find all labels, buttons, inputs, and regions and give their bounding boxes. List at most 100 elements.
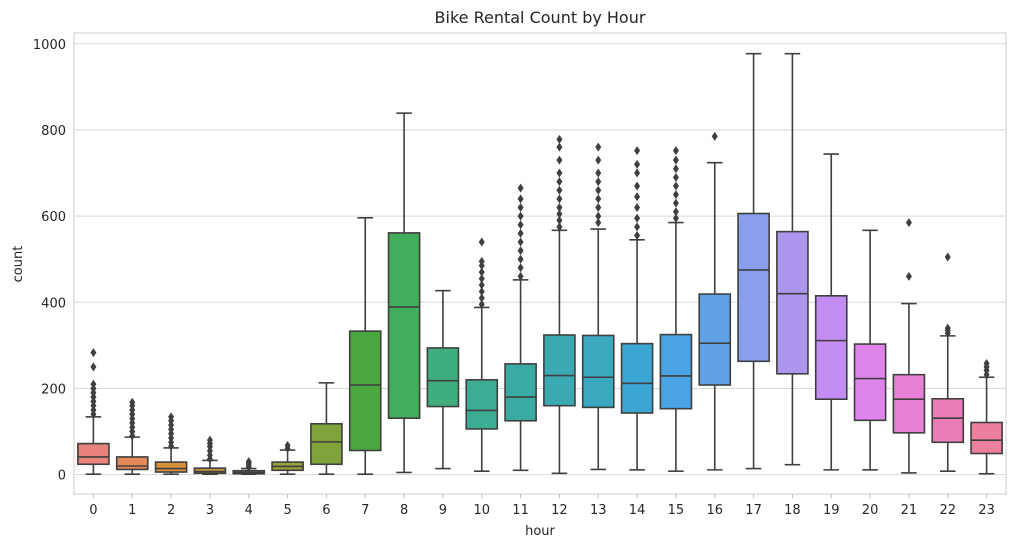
outlier-13-3: [595, 194, 602, 204]
box-body-12: [543, 334, 576, 407]
y-tick-labels: 0 200 400 600 800 1000: [33, 38, 66, 484]
outlier-11-3: [517, 246, 524, 256]
box-hour-10: [465, 237, 499, 472]
y-axis-label: count: [11, 246, 26, 283]
box-hour-11: [504, 183, 537, 472]
box-hour-14: [620, 146, 654, 471]
box-hour-20: [853, 229, 887, 471]
x-tick-label-2: 2: [167, 503, 175, 518]
outlier-13-2: [595, 202, 602, 212]
outlier-12-2: [556, 209, 563, 219]
box-hour-23: [970, 358, 1003, 475]
outlier-11-7: [517, 211, 524, 221]
outlier-15-3: [672, 190, 679, 200]
outlier-22-3: [944, 252, 951, 262]
outlier-11-2: [517, 254, 524, 264]
outlier-10-0: [478, 299, 485, 309]
x-tick-label-21: 21: [901, 503, 918, 518]
outlier-12-7: [556, 168, 563, 178]
y-tick-label-400: 400: [41, 296, 66, 311]
box-body-21: [892, 373, 926, 434]
outlier-15-0: [672, 213, 679, 223]
box-hour-18: [776, 52, 809, 466]
x-axis-label: hour: [525, 524, 555, 539]
box-body-7: [348, 330, 382, 452]
box-hour-9: [426, 289, 460, 470]
box-hour-22: [931, 252, 965, 472]
boxes: [77, 52, 1003, 475]
plot-area: [73, 32, 1007, 495]
outlier-1-8: [129, 397, 136, 407]
outlier-12-1: [556, 215, 563, 225]
box-body-11: [504, 363, 537, 422]
outlier-11-9: [517, 194, 524, 204]
box-hour-16: [698, 131, 732, 471]
box-body-3: [193, 467, 227, 475]
x-tick-label-14: 14: [629, 503, 646, 518]
x-tick-labels: 0 1 2 3 4 5 6 7 8 9 10 11 12 13 14 15 16 17 18 19 20 21 22 23: [89, 494, 995, 518]
box-body-20: [853, 343, 887, 422]
outlier-12-3: [556, 202, 563, 212]
box-hour-17: [737, 52, 770, 470]
box-body-6: [310, 422, 343, 466]
outlier-12-10: [556, 134, 563, 144]
outlier-14-6: [634, 168, 641, 178]
outlier-14-1: [634, 222, 641, 232]
outlier-12-6: [556, 177, 563, 187]
outlier-13-1: [595, 211, 602, 221]
box-body-1: [115, 456, 149, 471]
outlier-11-1: [517, 263, 524, 273]
box-hour-4: [232, 457, 266, 475]
outlier-13-8: [595, 142, 602, 152]
box-hour-3: [193, 435, 227, 475]
box-body-8: [387, 232, 421, 419]
outlier-11-6: [517, 220, 524, 230]
outlier-4-3: [245, 457, 252, 467]
box-body-10: [465, 379, 499, 430]
outlier-13-7: [595, 155, 602, 165]
outlier-5-1: [284, 440, 291, 450]
outlier-10-5: [478, 267, 485, 277]
outlier-0-9: [90, 348, 97, 358]
outlier-3-5: [206, 435, 213, 445]
outlier-10-8: [478, 237, 485, 247]
outlier-11-10: [517, 183, 524, 193]
outlier-12-4: [556, 194, 563, 204]
outlier-21-1: [905, 218, 912, 228]
outlier-15-1: [672, 207, 679, 217]
box-body-19: [814, 295, 848, 401]
box-hour-2: [154, 412, 188, 475]
outlier-13-0: [595, 218, 602, 228]
box-body-17: [737, 212, 770, 363]
box-body-13: [581, 334, 615, 409]
x-tick-label-23: 23: [978, 503, 995, 518]
outlier-2-7: [168, 412, 175, 422]
outlier-15-2: [672, 198, 679, 208]
outlier-15-5: [672, 172, 679, 182]
outlier-14-5: [634, 181, 641, 191]
outlier-22-2: [944, 323, 951, 333]
x-tick-label-11: 11: [512, 503, 529, 518]
box-hour-15: [659, 146, 693, 472]
box-body-15: [659, 333, 693, 410]
outlier-10-2: [478, 287, 485, 297]
outlier-10-4: [478, 274, 485, 284]
x-tick-label-10: 10: [473, 503, 490, 518]
outlier-12-5: [556, 185, 563, 195]
outlier-13-4: [595, 185, 602, 195]
grid-lines: [74, 43, 1006, 476]
outlier-12-9: [556, 142, 563, 152]
x-tick-label-8: 8: [400, 503, 408, 518]
outlier-0-8: [90, 362, 97, 372]
outlier-12-8: [556, 155, 563, 165]
outlier-15-7: [672, 155, 679, 165]
outlier-10-1: [478, 293, 485, 303]
x-tick-label-5: 5: [283, 503, 291, 518]
box-body-23: [970, 421, 1003, 455]
outlier-15-6: [672, 164, 679, 174]
box-hour-6: [310, 382, 343, 475]
x-tick-label-19: 19: [823, 503, 840, 518]
outlier-11-8: [517, 202, 524, 212]
box-hour-0: [77, 348, 110, 475]
